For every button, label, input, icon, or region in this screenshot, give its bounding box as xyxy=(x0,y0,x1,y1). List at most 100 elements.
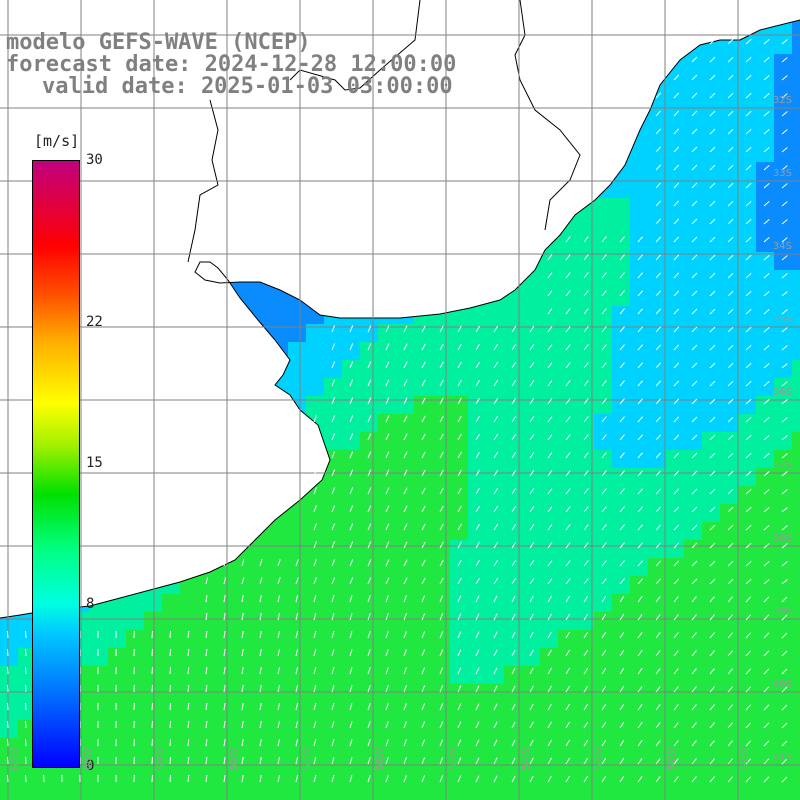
wind-speed-cell xyxy=(702,234,720,252)
wind-speed-cell xyxy=(0,648,18,666)
wind-arrow xyxy=(277,739,280,747)
wind-arrow xyxy=(493,559,499,567)
wind-arrow xyxy=(457,451,462,459)
wind-arrow xyxy=(223,577,227,585)
wind-arrow xyxy=(619,560,625,567)
wind-speed-cell xyxy=(756,720,774,738)
wind-speed-cell xyxy=(18,774,36,792)
wind-speed-cell xyxy=(216,594,234,612)
wind-arrow xyxy=(313,775,317,783)
wind-arrow xyxy=(745,254,752,261)
wind-arrow xyxy=(439,649,444,657)
wind-speed-cell xyxy=(774,432,792,450)
wind-arrow xyxy=(223,757,226,765)
wind-speed-cell xyxy=(738,36,756,54)
wind-arrow xyxy=(619,470,625,477)
wind-arrow xyxy=(709,308,716,315)
wind-speed-cell xyxy=(792,198,800,216)
wind-arrow xyxy=(223,613,226,621)
wind-arrow xyxy=(763,489,770,495)
wind-arrow xyxy=(619,506,625,513)
wind-speed-cell xyxy=(324,432,342,450)
wind-arrow xyxy=(565,236,571,243)
wind-arrow xyxy=(205,667,208,675)
wind-speed-cell xyxy=(396,738,414,756)
wind-speed-cell xyxy=(738,396,756,414)
wind-arrow xyxy=(475,649,480,657)
wind-speed-cell xyxy=(792,144,800,162)
wind-arrow xyxy=(637,452,643,459)
wind-speed-cell xyxy=(0,702,18,720)
wind-arrow xyxy=(241,775,244,783)
wind-arrow xyxy=(385,505,390,513)
wind-arrow xyxy=(403,595,407,603)
wind-speed-cell xyxy=(720,288,738,306)
wind-speed-cell xyxy=(468,666,486,684)
wind-arrow xyxy=(349,649,353,657)
wind-arrow xyxy=(529,325,535,333)
wind-speed-cell xyxy=(738,54,756,72)
wind-arrow xyxy=(421,343,426,351)
wind-arrow xyxy=(763,309,770,315)
wind-speed-cell xyxy=(360,630,378,648)
wind-speed-cell xyxy=(234,648,252,666)
wind-speed-cell xyxy=(468,342,486,360)
wind-speed-cell xyxy=(792,90,800,108)
wind-speed-cell xyxy=(558,702,576,720)
wind-arrow xyxy=(511,721,516,729)
wind-speed-cell xyxy=(720,90,738,108)
wind-arrow xyxy=(421,487,426,495)
wind-speed-cell xyxy=(306,540,324,558)
wind-speed-cell xyxy=(666,162,684,180)
wind-speed-cell xyxy=(684,378,702,396)
wind-speed-cell xyxy=(594,342,612,360)
wind-arrow xyxy=(367,739,371,747)
wind-speed-cell xyxy=(702,180,720,198)
wind-arrow xyxy=(745,488,752,495)
wind-speed-cell xyxy=(792,612,800,630)
wind-speed-cell xyxy=(288,702,306,720)
wind-arrow xyxy=(493,703,498,711)
wind-speed-cell xyxy=(792,414,800,432)
wind-arrow xyxy=(151,774,153,783)
wind-arrow xyxy=(151,684,153,693)
wind-speed-cell xyxy=(576,270,594,288)
wind-speed-cell xyxy=(432,774,450,792)
wind-speed-cell xyxy=(612,324,630,342)
wind-speed-cell xyxy=(504,324,522,342)
wind-speed-cell xyxy=(450,558,468,576)
wind-arrow xyxy=(691,704,697,711)
wind-speed-cell xyxy=(288,360,306,378)
wind-arrow xyxy=(385,325,390,333)
wind-arrow xyxy=(349,397,354,405)
wind-arrow xyxy=(637,326,643,333)
wind-speed-cell xyxy=(558,558,576,576)
wind-speed-cell xyxy=(306,324,324,342)
wind-speed-cell xyxy=(486,684,504,702)
wind-speed-cell xyxy=(558,648,576,666)
wind-arrow xyxy=(349,577,354,585)
wind-arrow xyxy=(259,577,263,585)
wind-speed-cell xyxy=(324,324,342,342)
wind-speed-cell xyxy=(522,306,540,324)
wind-speed-cell xyxy=(684,198,702,216)
wind-arrow xyxy=(403,397,408,405)
wind-arrow xyxy=(367,577,372,585)
wind-arrow xyxy=(601,542,607,549)
wind-arrow xyxy=(349,595,353,603)
wind-arrow xyxy=(727,434,734,441)
wind-arrow xyxy=(331,433,336,441)
wind-arrow xyxy=(583,236,589,243)
colorbar-unit: [m/s] xyxy=(34,132,80,150)
wind-speed-cell xyxy=(324,702,342,720)
wind-speed-cell xyxy=(396,486,414,504)
wind-speed-cell xyxy=(630,396,648,414)
wind-arrow xyxy=(781,525,788,531)
wind-speed-cell xyxy=(414,774,432,792)
wind-speed-cell xyxy=(720,558,738,576)
wind-speed-cell xyxy=(324,414,342,432)
wind-arrow xyxy=(313,703,317,711)
wind-speed-cell xyxy=(594,558,612,576)
wind-speed-cell xyxy=(378,342,396,360)
wind-arrow xyxy=(763,291,770,297)
